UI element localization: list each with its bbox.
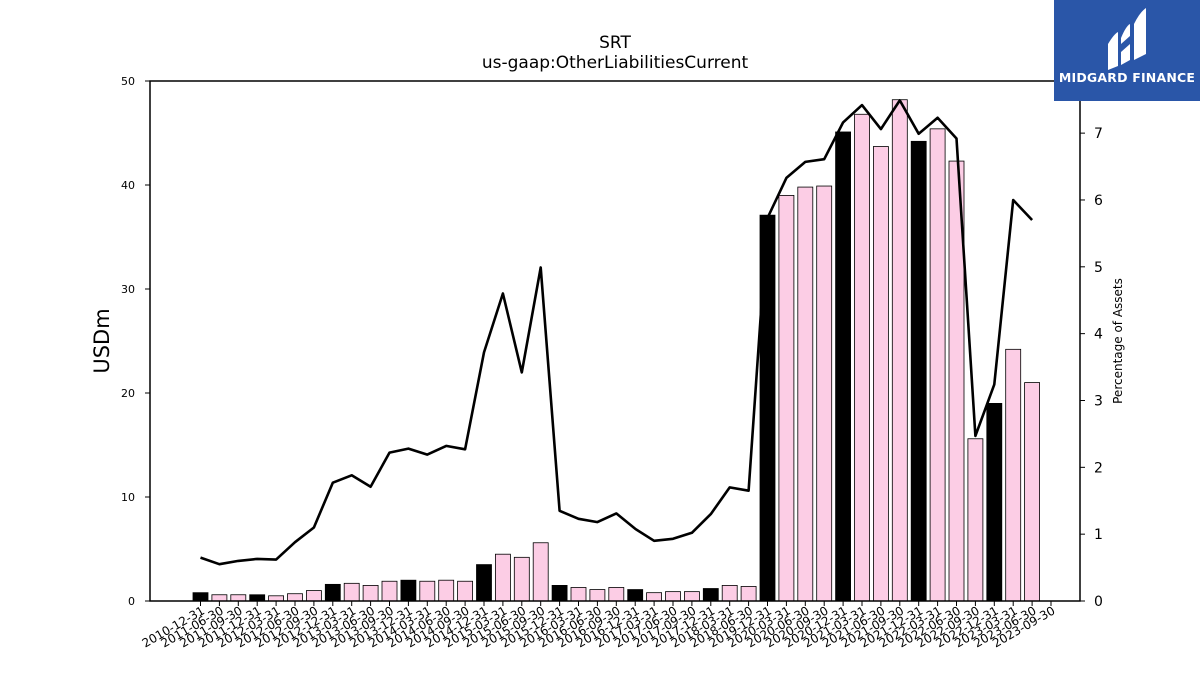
bar xyxy=(1024,382,1040,602)
bar xyxy=(400,579,417,602)
y-tick-label: 0 xyxy=(128,595,135,608)
bar xyxy=(778,194,795,602)
bar xyxy=(759,214,776,602)
bar xyxy=(627,589,644,602)
y2-tick-label: 7 xyxy=(1094,126,1103,142)
bar xyxy=(665,591,681,602)
chart-title: SRT xyxy=(599,33,631,53)
y-axis-label: USDm xyxy=(90,308,114,373)
bar xyxy=(211,594,228,602)
bar xyxy=(740,586,757,602)
bar xyxy=(324,583,341,602)
y-tick-label: 40 xyxy=(121,179,135,192)
line-layer xyxy=(200,99,1034,566)
bar xyxy=(362,585,379,602)
bar xyxy=(287,593,303,602)
bar xyxy=(494,553,511,602)
bar xyxy=(589,589,606,602)
bar xyxy=(891,99,908,602)
midgard-finance-logo: MIDGARD FINANCE xyxy=(1054,0,1200,101)
bar xyxy=(268,595,285,602)
x-axis: 2010-12-312011-06-302011-09-302011-12-31… xyxy=(140,601,1058,650)
logo-text: MIDGARD FINANCE xyxy=(1058,70,1196,85)
bar xyxy=(967,438,984,602)
y-tick-label: 10 xyxy=(121,491,135,504)
bar xyxy=(570,587,587,602)
bar xyxy=(910,140,927,602)
y-axis: 0 10 20 30 40 50 xyxy=(121,75,150,608)
bar xyxy=(513,556,530,602)
bar xyxy=(986,402,1003,602)
bar xyxy=(646,592,662,602)
bar xyxy=(438,579,455,602)
bar xyxy=(457,580,474,602)
bar xyxy=(551,585,568,602)
bar xyxy=(419,580,436,602)
bar xyxy=(835,131,851,602)
bar xyxy=(230,594,247,602)
bar xyxy=(929,128,946,602)
bar xyxy=(608,587,625,602)
bar xyxy=(532,542,549,602)
y2-tick-label: 4 xyxy=(1094,327,1103,343)
bar xyxy=(343,582,360,602)
midgard-mark-icon xyxy=(1108,8,1146,70)
bar xyxy=(797,186,814,602)
y2-tick-label: 5 xyxy=(1094,260,1103,276)
chart-subtitle: us-gaap:OtherLiabilitiesCurrent xyxy=(482,53,749,73)
y2-tick-label: 0 xyxy=(1094,594,1103,610)
bar xyxy=(702,588,719,602)
bar xyxy=(305,590,322,602)
y2-tick-label: 6 xyxy=(1094,193,1103,209)
bar xyxy=(381,580,398,602)
bar xyxy=(684,591,700,602)
bar xyxy=(1005,348,1022,602)
y2-axis: 0 1 2 3 4 5 6 7 xyxy=(1080,126,1103,610)
bar xyxy=(476,564,492,602)
series-line xyxy=(200,99,1034,566)
y2-tick-label: 1 xyxy=(1094,527,1103,543)
bar xyxy=(249,594,266,602)
y-tick-label: 50 xyxy=(121,75,135,88)
plot-frame xyxy=(149,80,1081,602)
bar xyxy=(854,113,870,602)
bar xyxy=(873,146,889,602)
y-tick-label: 30 xyxy=(121,283,135,296)
y2-tick-label: 3 xyxy=(1094,393,1103,409)
bars-layer xyxy=(192,99,1040,602)
bar xyxy=(816,185,833,602)
y2-axis-label: Percentage of Assets xyxy=(1111,278,1125,404)
y-tick-label: 20 xyxy=(121,387,135,400)
bar xyxy=(192,592,209,602)
y2-tick-label: 2 xyxy=(1094,460,1103,476)
bar xyxy=(721,585,738,602)
